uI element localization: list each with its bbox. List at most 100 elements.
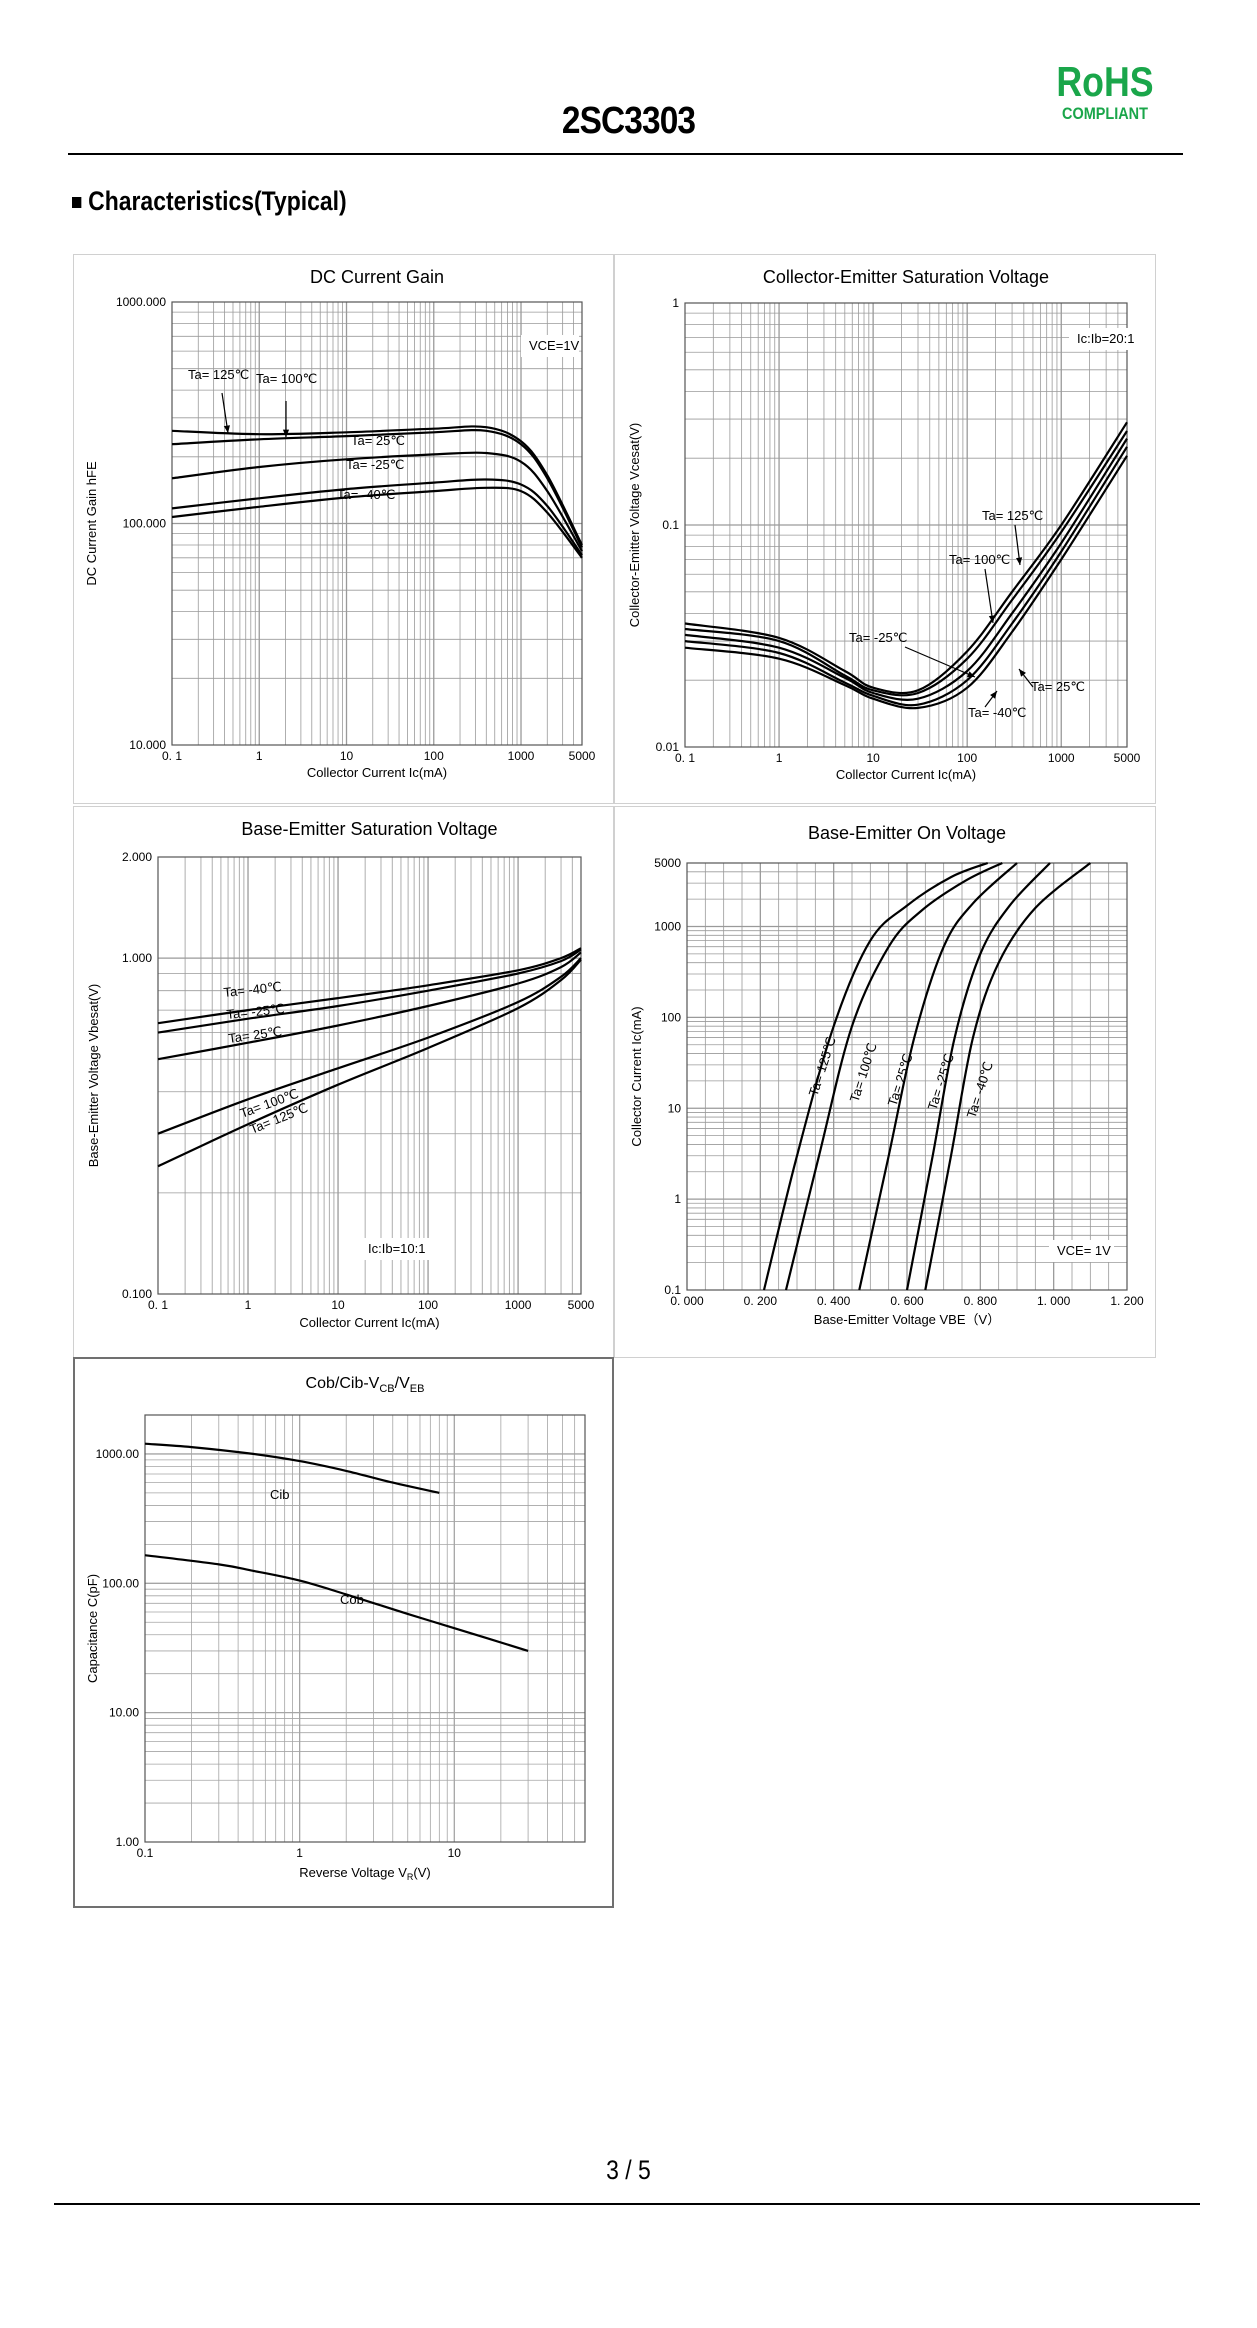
chart-title: Base-Emitter On Voltage	[808, 823, 1006, 843]
annotation-arrowhead	[990, 691, 997, 699]
x-tick-label: 100	[418, 1298, 438, 1312]
series-annotation: Ta= 125℃	[188, 367, 249, 382]
annotation-arrow	[904, 646, 976, 678]
series-line	[171, 486, 583, 559]
section-title: Characteristics(Typical)	[88, 186, 347, 216]
rohs-sub-text: COMPLIANT	[1062, 104, 1148, 123]
x-tick-label: 1. 200	[1110, 1294, 1144, 1308]
y-tick-label: 10	[668, 1101, 682, 1115]
series-line	[157, 948, 582, 1034]
series-line	[684, 430, 1128, 697]
series-line	[144, 1554, 529, 1652]
condition-box	[1049, 1240, 1114, 1262]
x-tick-label: 10	[866, 751, 880, 765]
x-tick-label: 0. 400	[817, 1294, 851, 1308]
annotation-arrow	[984, 568, 994, 624]
x-tick-label: 1. 000	[1037, 1294, 1071, 1308]
y-tick-label: 100.00	[102, 1576, 139, 1590]
x-tick-label: 0. 600	[890, 1294, 924, 1308]
grid-lines	[685, 303, 1127, 747]
x-tick-label: 5000	[568, 1298, 595, 1312]
x-tick-label: 0. 000	[670, 1294, 704, 1308]
x-axis-label: Collector Current Ic(mA)	[299, 1315, 439, 1330]
y-tick-label: 1	[672, 296, 679, 310]
series-annotation: Ta= 100℃	[847, 1041, 880, 1104]
plot-frame	[171, 301, 583, 746]
x-axis-label: Base-Emitter Voltage VBE（V）	[814, 1312, 1000, 1327]
series-line	[157, 947, 582, 1025]
series-line	[171, 451, 583, 552]
x-tick-label: 0. 200	[744, 1294, 778, 1308]
x-tick-label: 100	[957, 751, 977, 765]
annotation-arrowhead	[223, 425, 230, 433]
series-annotation: Ta= 100℃	[949, 552, 1010, 567]
y-tick-label: 5000	[654, 856, 681, 870]
be-on-voltage-chart: 0. 000 0. 200 0. 400 0. 600 0. 800 1. 000 1. 2…	[629, 823, 1144, 1327]
chart-panel-be-on-voltage: 0. 000 0. 200 0. 400 0. 600 0. 800 1. 000 1. 2…	[614, 806, 1156, 1358]
footer-rule	[54, 2203, 1200, 2205]
series-line	[144, 1442, 440, 1494]
y-tick-label: 1000.000	[116, 295, 166, 309]
series-line	[924, 862, 1091, 1291]
x-tick-label: 10	[331, 1298, 345, 1312]
series-line	[684, 455, 1128, 710]
condition-label: Ic:Ib=10:1	[368, 1241, 425, 1256]
x-tick-label: 1	[296, 1846, 303, 1860]
x-tick-label: 0. 1	[675, 751, 695, 765]
series-annotation: Ta= 25℃	[227, 1024, 283, 1046]
series-line	[762, 861, 989, 1291]
series-line	[157, 951, 582, 1061]
plot-frame	[144, 1414, 586, 1843]
series-annotation: Ta= -40℃	[964, 1060, 996, 1120]
x-axis-label: Reverse Voltage VR(V)	[299, 1865, 431, 1882]
x-tick-label: 0. 1	[148, 1298, 168, 1312]
x-tick-label: 1	[245, 1298, 252, 1312]
annotation-arrowhead	[988, 615, 996, 623]
chart-panel-dc-current-gain: 0. 1 1 10 100 1000 5000 10.000 100.000 1000.000 D…	[73, 254, 614, 804]
y-axis-label: Collector-Emitter Voltage Vcesat(V)	[627, 423, 642, 627]
chart-panel-capacitance: 0.1 1 10 1.00 10.00 100.00 1000.00 Cob/Cib-VCB/…	[73, 1357, 614, 1908]
annotation-arrowhead	[1019, 669, 1026, 677]
x-tick-label: 5000	[569, 749, 596, 763]
y-tick-label: 100.000	[123, 517, 167, 531]
y-tick-label: 0.1	[662, 518, 679, 532]
x-axis-label-part: Reverse Voltage V	[299, 1865, 407, 1880]
series-annotation: Ta= -40℃	[968, 705, 1026, 720]
series-annotation: Cob	[340, 1592, 364, 1607]
chart-panel-ce-saturation: 0. 1 1 10 100 1000 5000 0.01 0.1 1 Collector-Emit…	[614, 254, 1156, 804]
x-tick-label: 1	[776, 751, 783, 765]
series-annotation: Ta= 25℃	[1031, 679, 1085, 694]
series-line	[784, 862, 1003, 1291]
y-tick-label: 1000	[654, 920, 681, 934]
series-line	[171, 425, 583, 546]
series-annotation: Ta= 100℃	[256, 371, 317, 386]
series-line	[858, 862, 1018, 1291]
chart-panel-be-saturation: 0. 1 1 10 100 1000 5000 0.100 1.000 2.000 Base-Em…	[73, 806, 614, 1358]
grid-lines	[172, 302, 582, 745]
header-rule	[68, 153, 1183, 155]
series-line	[157, 957, 582, 1135]
plot-frame	[157, 856, 582, 1295]
dc-current-gain-chart: 0. 1 1 10 100 1000 5000 10.000 100.000 1000.000 D…	[84, 267, 596, 780]
y-axis-label: DC Current Gain hFE	[84, 461, 99, 586]
y-tick-label: 10.00	[109, 1706, 139, 1720]
y-tick-label: 100	[661, 1010, 681, 1024]
x-tick-label: 10	[340, 749, 354, 763]
x-tick-label: 1000	[1048, 751, 1075, 765]
series-annotation: Ta= -25℃	[925, 1052, 957, 1112]
x-axis-label: Collector Current Ic(mA)	[307, 765, 447, 780]
x-tick-label: 0. 800	[964, 1294, 998, 1308]
series-line	[684, 446, 1128, 707]
condition-label: VCE= 1V	[1057, 1243, 1111, 1258]
series-annotation: Ta= -25℃	[849, 630, 907, 645]
chart-title-part: CB	[379, 1383, 394, 1395]
series-annotation: Ta= 125℃	[982, 508, 1043, 523]
x-tick-label: 1000	[508, 749, 535, 763]
x-tick-label: 1	[256, 749, 263, 763]
y-tick-label: 1	[674, 1192, 681, 1206]
series-line	[171, 429, 583, 548]
series-line	[684, 438, 1128, 701]
series-line	[171, 478, 583, 556]
rohs-main-text: RoHS	[1056, 58, 1154, 105]
chart-title: Base-Emitter Saturation Voltage	[241, 819, 497, 839]
